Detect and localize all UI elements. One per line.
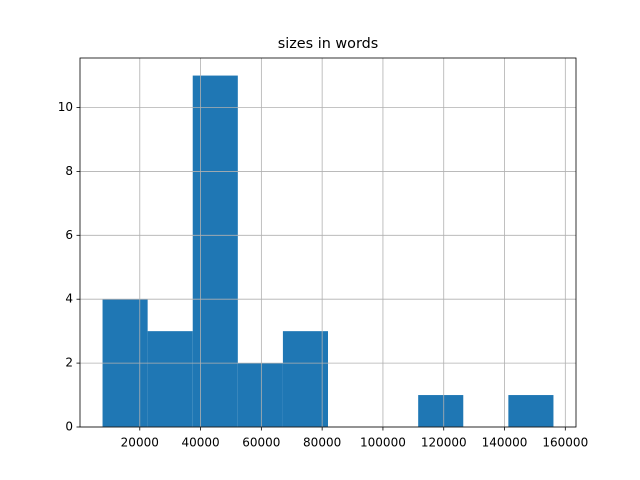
y-tick-label: 0 [65,420,73,434]
bar [418,395,464,427]
x-tick-label: 100000 [360,436,406,450]
x-tick-label: 40000 [181,436,219,450]
bar [237,363,283,427]
x-tick-label: 20000 [121,436,159,450]
chart-title: sizes in words [278,36,379,52]
y-tick-label: 4 [65,292,73,306]
bar [147,331,193,427]
x-tick-label: 60000 [242,436,280,450]
x-tick-label: 140000 [482,436,528,450]
y-tick-label: 6 [65,228,73,242]
bar [508,395,554,427]
y-tick-label: 10 [58,100,73,114]
y-tick-label: 8 [65,164,73,178]
bar [192,75,238,428]
x-tick-label: 120000 [421,436,467,450]
axes-frame [79,57,577,428]
bar [282,331,328,427]
x-tick-label: 80000 [303,436,341,450]
y-tick-label: 2 [65,356,73,370]
x-tick-label: 160000 [542,436,588,450]
